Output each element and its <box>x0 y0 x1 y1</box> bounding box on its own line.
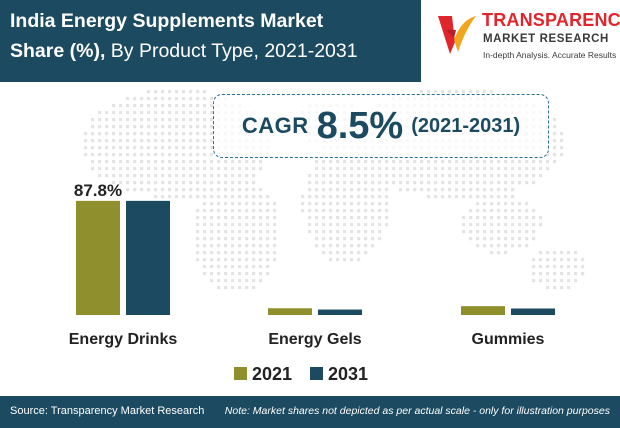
bar-gummies-2031 <box>511 308 555 315</box>
category-label: Gummies <box>472 331 545 348</box>
title-panel: India Energy Supplements Market Share (%… <box>0 0 421 82</box>
logo-subtitle: MARKET RESEARCH <box>483 33 609 45</box>
legend-label-2031: 2031 <box>328 364 368 384</box>
bar-energy-drinks-2031 <box>126 200 170 315</box>
bars-group <box>76 200 555 315</box>
data-label: 87.8% <box>74 181 122 200</box>
category-label: Energy Drinks <box>69 331 178 348</box>
footer-bar: Source: Transparency Market Research Not… <box>0 396 620 428</box>
category-label: Energy Gels <box>268 331 361 348</box>
note-text: Note: Market shares not depicted as per … <box>224 405 610 417</box>
labels-group: 87.8% Energy Drinks Energy Gels Gummies <box>69 181 545 348</box>
cagr-callout: CAGR 8.5% (2021-2031) <box>214 95 548 157</box>
cagr-label: CAGR <box>241 113 309 138</box>
legend-swatch-2021 <box>234 367 247 380</box>
logo-mark-icon <box>438 16 476 54</box>
legend-label-2021: 2021 <box>252 364 292 384</box>
chart-title-line-2: Share (%), By Product Type, 2021-2031 <box>10 40 358 63</box>
chart-title-rest: By Product Type, 2021-2031 <box>105 40 358 62</box>
bar-gummies-2021 <box>461 306 505 315</box>
chart-title-line-1: India Energy Supplements Market <box>10 10 324 32</box>
header-banner: India Energy Supplements Market Share (%… <box>0 0 620 82</box>
cagr-value: 8.5% <box>316 104 404 147</box>
chart-title-bold: Share (%), <box>10 40 106 62</box>
bar-energy-drinks-2021 <box>76 200 120 315</box>
bar-energy-gels-2021 <box>268 308 312 315</box>
source-text: Source: Transparency Market Research <box>10 405 205 417</box>
cagr-period: (2021-2031) <box>411 114 521 137</box>
bar-energy-gels-2031 <box>318 309 362 315</box>
company-logo: TRANSPARENCY MARKET RESEARCH In-depth An… <box>432 6 620 76</box>
logo-tagline: In-depth Analysis. Accurate Results <box>483 50 617 60</box>
legend-swatch-2031 <box>310 367 323 380</box>
logo-name: TRANSPARENCY <box>482 10 620 30</box>
cagr-box: CAGR 8.5% (2021-2031) <box>213 94 549 158</box>
chart-legend: 2021 2031 <box>234 364 368 384</box>
